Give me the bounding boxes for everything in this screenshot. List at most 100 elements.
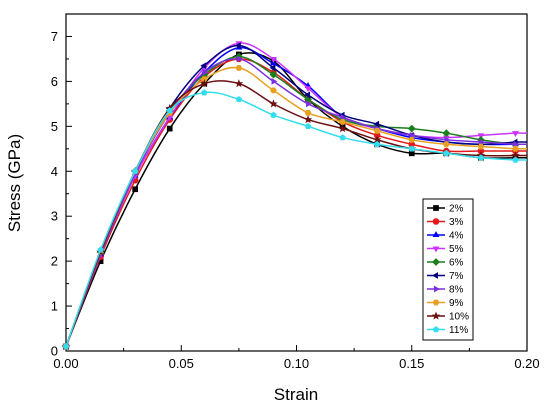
data-point: [200, 79, 209, 88]
data-point: [408, 136, 416, 143]
legend-marker: [432, 231, 440, 237]
data-point: [62, 343, 70, 350]
data-point: [477, 154, 485, 161]
data-point: [271, 78, 278, 85]
legend-label: 8%: [449, 285, 464, 296]
legend-item: 9%: [427, 298, 464, 309]
data-point: [304, 122, 312, 130]
data-point: [200, 76, 208, 83]
legend-item: 8%: [427, 285, 464, 296]
y-tick-label: 2: [51, 254, 58, 269]
legend-marker: [432, 299, 440, 306]
data-point: [442, 129, 451, 137]
x-tick-label: 0.10: [284, 356, 309, 371]
legend-marker: [432, 258, 440, 266]
data-point: [512, 145, 519, 152]
legend-item: 3%: [427, 217, 464, 228]
data-point: [304, 109, 312, 116]
data-point: [269, 99, 278, 108]
data-point: [512, 156, 519, 163]
data-point: [477, 143, 485, 150]
data-point: [132, 186, 139, 193]
x-tick-label: 0.15: [399, 356, 424, 371]
data-point: [235, 96, 243, 103]
data-point: [409, 131, 416, 139]
legend-item: 6%: [427, 258, 464, 269]
data-point: [407, 124, 416, 133]
y-tick-label: 7: [51, 29, 58, 44]
y-tick-label: 5: [51, 119, 58, 134]
x-tick-label: 0.05: [169, 356, 194, 371]
data-point: [373, 120, 380, 128]
data-point: [200, 62, 207, 70]
y-tick-label: 1: [51, 299, 58, 314]
series-11%: [62, 89, 527, 350]
data-point: [202, 69, 209, 76]
legend-marker: [433, 205, 439, 211]
y-tick-label: 6: [51, 74, 58, 89]
data-point: [443, 149, 450, 157]
data-point: [269, 70, 278, 79]
legend-marker: [432, 326, 440, 333]
data-point: [235, 65, 243, 71]
data-point: [234, 42, 241, 49]
data-point: [131, 167, 139, 174]
legend: 2% 3% 4% 5% 6% 7% 8% 9% 10% 11%: [422, 198, 474, 341]
data-point: [97, 246, 104, 253]
series-line: [65, 91, 527, 347]
legend-label: 3%: [449, 217, 464, 228]
data-point: [236, 55, 243, 63]
legend-item: 7%: [427, 271, 464, 282]
data-point: [304, 86, 312, 93]
data-point: [303, 115, 313, 124]
legend-item: 5%: [427, 244, 464, 255]
y-tick-label: 4: [51, 164, 58, 179]
x-tick-label: 0.00: [53, 356, 78, 371]
data-point: [442, 141, 450, 148]
data-point: [201, 89, 208, 96]
x-tick-label: 0.20: [514, 356, 539, 371]
data-point: [304, 91, 310, 99]
data-point: [373, 127, 381, 134]
data-point: [338, 124, 347, 133]
legend-label: 6%: [449, 258, 464, 269]
x-axis: 0.00 0.05 0.10 0.15 0.20: [53, 345, 540, 371]
legend-label: 5%: [449, 244, 464, 255]
legend-label: 4%: [449, 231, 464, 242]
data-point: [478, 138, 485, 146]
data-point: [339, 118, 346, 125]
data-point: [270, 111, 277, 118]
legend-item: 11%: [427, 325, 468, 336]
legend-item: 2%: [427, 204, 464, 215]
y-axis: 0 1 2 3 4 5 6 7: [51, 13, 72, 359]
legend-marker: [432, 218, 440, 225]
series-line: [65, 42, 527, 347]
data-point: [408, 145, 415, 152]
legend-marker: [431, 311, 441, 320]
y-tick-label: 0: [51, 344, 58, 359]
data-point: [270, 56, 277, 63]
legend-marker: [432, 272, 438, 279]
legend-marker: [432, 246, 440, 253]
data-point: [513, 140, 520, 148]
legend-label: 9%: [449, 298, 464, 309]
data-point: [306, 100, 312, 108]
legend-item: 4%: [427, 231, 464, 242]
data-point: [234, 79, 244, 88]
data-point: [269, 64, 276, 72]
legend-label: 10%: [449, 312, 469, 323]
x-axis-title: Strain: [274, 385, 318, 404]
data-point: [166, 107, 173, 114]
data-point: [270, 87, 277, 94]
legend-item: 10%: [427, 312, 469, 323]
data-point: [444, 136, 451, 144]
legend-label: 7%: [449, 271, 464, 282]
data-point: [166, 125, 173, 132]
y-tick-label: 3: [51, 209, 58, 224]
legend-label: 2%: [449, 204, 464, 215]
y-axis-title: Stress (GPa): [5, 134, 24, 232]
data-point: [340, 113, 347, 121]
series-layer: [61, 41, 527, 351]
legend-marker: [434, 285, 440, 293]
